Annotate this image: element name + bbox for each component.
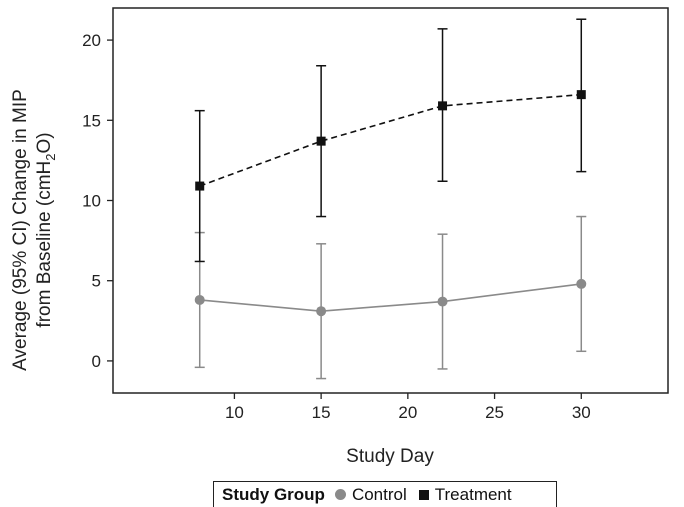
y-axis-title-line2-prefix: from Baseline (cmH (34, 161, 55, 328)
data-point-control (437, 296, 448, 307)
legend-entry-treatment: Treatment (418, 484, 512, 505)
y-axis-title-line2: from Baseline (cmH2O) (34, 132, 58, 327)
legend-title: Study Group (222, 484, 325, 504)
x-tick-label: 25 (485, 403, 504, 422)
y-tick-label: 5 (92, 272, 101, 291)
series-line-treatment (199, 93, 582, 187)
data-point-control (194, 294, 205, 305)
data-point-control (576, 278, 587, 289)
chart: 10 15 20 25 30 0 5 10 15 20 Study Day Average (9… (10, 7, 669, 467)
x-tick-label: 15 (312, 403, 331, 422)
y-tick-label: 0 (92, 352, 101, 371)
data-point-control (316, 306, 327, 317)
legend-label-control: Control (351, 484, 407, 504)
y-axis-title-line2-sub: 2 (43, 154, 58, 161)
legend-label-treatment: Treatment (434, 484, 512, 504)
data-point-treatment (576, 90, 586, 100)
y-axis-title: Average (95% CI) Change in MIP from Base… (10, 89, 58, 371)
y-axis: 0 5 10 15 20 (82, 31, 113, 371)
data-point-treatment (316, 136, 326, 146)
plot-area (112, 7, 669, 394)
x-axis-title: Study Day (346, 446, 434, 467)
y-tick-label: 10 (82, 192, 101, 211)
y-axis-title-line2-suffix: O) (34, 132, 55, 153)
x-tick-label: 20 (398, 403, 417, 422)
y-tick-label: 20 (82, 31, 101, 50)
y-tick-label: 15 (82, 111, 101, 130)
series-line-control (199, 283, 582, 312)
legend-marker-treatment (418, 489, 429, 500)
data-point-treatment (195, 181, 205, 191)
x-tick-label: 30 (572, 403, 591, 422)
legend: Study Group Control Treatment (213, 481, 557, 507)
data-point-treatment (438, 101, 448, 111)
series-layer (194, 18, 587, 380)
y-axis-title-line1: Average (95% CI) Change in MIP (10, 89, 31, 371)
x-axis: 10 15 20 25 30 (225, 393, 591, 422)
legend-entry-control: Control (334, 484, 407, 505)
x-tick-label: 10 (225, 403, 244, 422)
legend-marker-control (334, 489, 346, 500)
